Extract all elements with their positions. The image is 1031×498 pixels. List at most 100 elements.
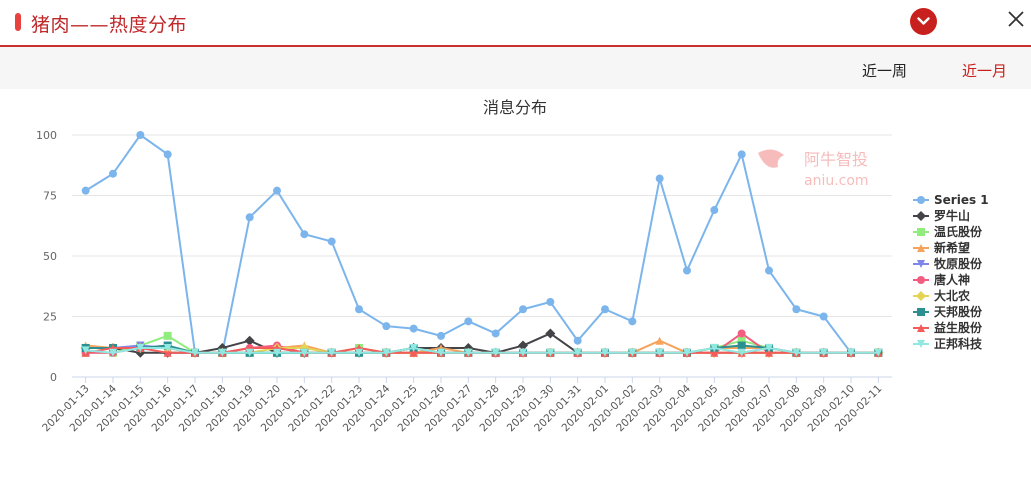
data-point	[136, 343, 145, 352]
data-point	[655, 174, 664, 183]
data-point	[628, 348, 637, 357]
data-point	[163, 331, 172, 340]
range-tabs: 近一周 近一月	[0, 47, 1031, 89]
legend-label: 牧原股份	[934, 256, 983, 271]
tab-week[interactable]: 近一周	[862, 62, 908, 80]
data-point	[874, 348, 883, 357]
data-point	[737, 341, 746, 350]
heat-distribution-chart: 消息分布 阿牛智投 aniu.com 0 25 50 75 100 2020-01-13…	[36, 98, 989, 434]
legend-marker	[917, 244, 925, 252]
data-point	[545, 328, 556, 339]
data-point	[273, 348, 281, 357]
data-point	[163, 343, 172, 352]
data-point	[464, 317, 473, 326]
data-point	[409, 348, 418, 357]
data-point	[464, 348, 473, 357]
legend-item[interactable]: 唐人神	[913, 272, 970, 287]
data-point	[109, 169, 117, 178]
data-point	[81, 346, 90, 355]
data-point	[519, 305, 527, 314]
legend-marker	[917, 260, 925, 268]
data-point	[765, 266, 773, 275]
legend-marker	[917, 276, 925, 284]
chart-title: 消息分布	[483, 98, 547, 117]
data-point	[437, 348, 445, 357]
data-point	[382, 322, 391, 331]
legend-label: 罗牛山	[934, 208, 970, 223]
data-point	[683, 266, 691, 275]
data-point	[792, 305, 801, 314]
data-point	[765, 343, 773, 352]
x-axis: 2020-01-132020-01-142020-01-152020-01-16…	[40, 376, 892, 434]
data-point	[847, 348, 855, 357]
watermark-brand: 阿牛智投	[804, 150, 868, 169]
data-point	[628, 317, 637, 326]
data-point	[655, 348, 664, 357]
close-button[interactable]	[1006, 9, 1026, 29]
data-point	[710, 206, 719, 215]
legend-item[interactable]: 益生股份	[913, 320, 983, 335]
data-point	[300, 348, 309, 357]
dialog-header: 猪肉——热度分布	[0, 0, 1031, 47]
legend-marker	[917, 308, 925, 316]
legend-label: 益生股份	[934, 320, 983, 335]
data-point	[819, 312, 828, 321]
legend-marker	[916, 211, 926, 221]
data-point	[382, 348, 391, 357]
data-point	[244, 335, 255, 346]
data-point	[737, 150, 746, 159]
legend-item[interactable]: 大北农	[913, 288, 970, 303]
data-point	[546, 297, 555, 306]
data-point	[409, 343, 418, 352]
data-point	[273, 186, 281, 195]
y-tick-label: 75	[43, 190, 57, 203]
chart-series	[80, 131, 884, 358]
chart-container: 消息分布 阿牛智投 aniu.com 0 25 50 75 100 2020-01-13…	[0, 89, 1031, 494]
data-point	[191, 348, 199, 357]
data-point	[109, 348, 117, 357]
data-point	[737, 329, 746, 338]
y-tick-label: 100	[36, 129, 57, 142]
watermark: 阿牛智投 aniu.com	[758, 149, 869, 189]
legend-item[interactable]: 牧原股份	[913, 256, 983, 271]
close-icon	[1008, 11, 1024, 27]
y-tick-label: 50	[43, 250, 57, 263]
series-line	[85, 346, 879, 354]
data-point	[518, 340, 528, 351]
series-1	[81, 131, 883, 357]
tab-month[interactable]: 近一月	[962, 62, 1008, 80]
legend-item[interactable]: 罗牛山	[913, 208, 970, 223]
watermark-logo	[758, 149, 784, 168]
data-point	[81, 186, 90, 195]
data-point	[573, 348, 582, 357]
legend-item[interactable]: 温氏股份	[913, 224, 983, 239]
data-point	[792, 348, 801, 357]
data-point	[710, 348, 719, 357]
legend-marker	[917, 324, 925, 332]
legend-item[interactable]: 正邦科技	[913, 336, 983, 351]
legend-label: 新希望	[934, 240, 970, 255]
data-point	[710, 343, 719, 352]
data-point	[601, 348, 609, 357]
chart-grid	[72, 134, 892, 378]
legend-item[interactable]: 新希望	[913, 240, 970, 255]
data-point	[765, 348, 773, 357]
legend-label: 唐人神	[934, 272, 970, 287]
legend-item[interactable]: Series 1	[913, 193, 989, 207]
data-point	[737, 348, 746, 357]
collapse-button[interactable]	[910, 8, 937, 35]
data-point	[245, 213, 254, 222]
data-point	[327, 237, 336, 246]
legend-item[interactable]: 天邦股份	[913, 304, 983, 319]
title-accent-bar	[15, 13, 21, 31]
legend-marker	[917, 228, 925, 236]
data-point	[245, 348, 254, 357]
legend-label: 温氏股份	[934, 224, 983, 239]
data-point	[601, 305, 609, 314]
legend-marker	[917, 196, 925, 204]
data-point	[163, 348, 172, 357]
legend-label: 天邦股份	[934, 304, 983, 319]
y-tick-label: 25	[43, 311, 57, 324]
y-axis: 0 25 50 75 100	[36, 129, 57, 384]
